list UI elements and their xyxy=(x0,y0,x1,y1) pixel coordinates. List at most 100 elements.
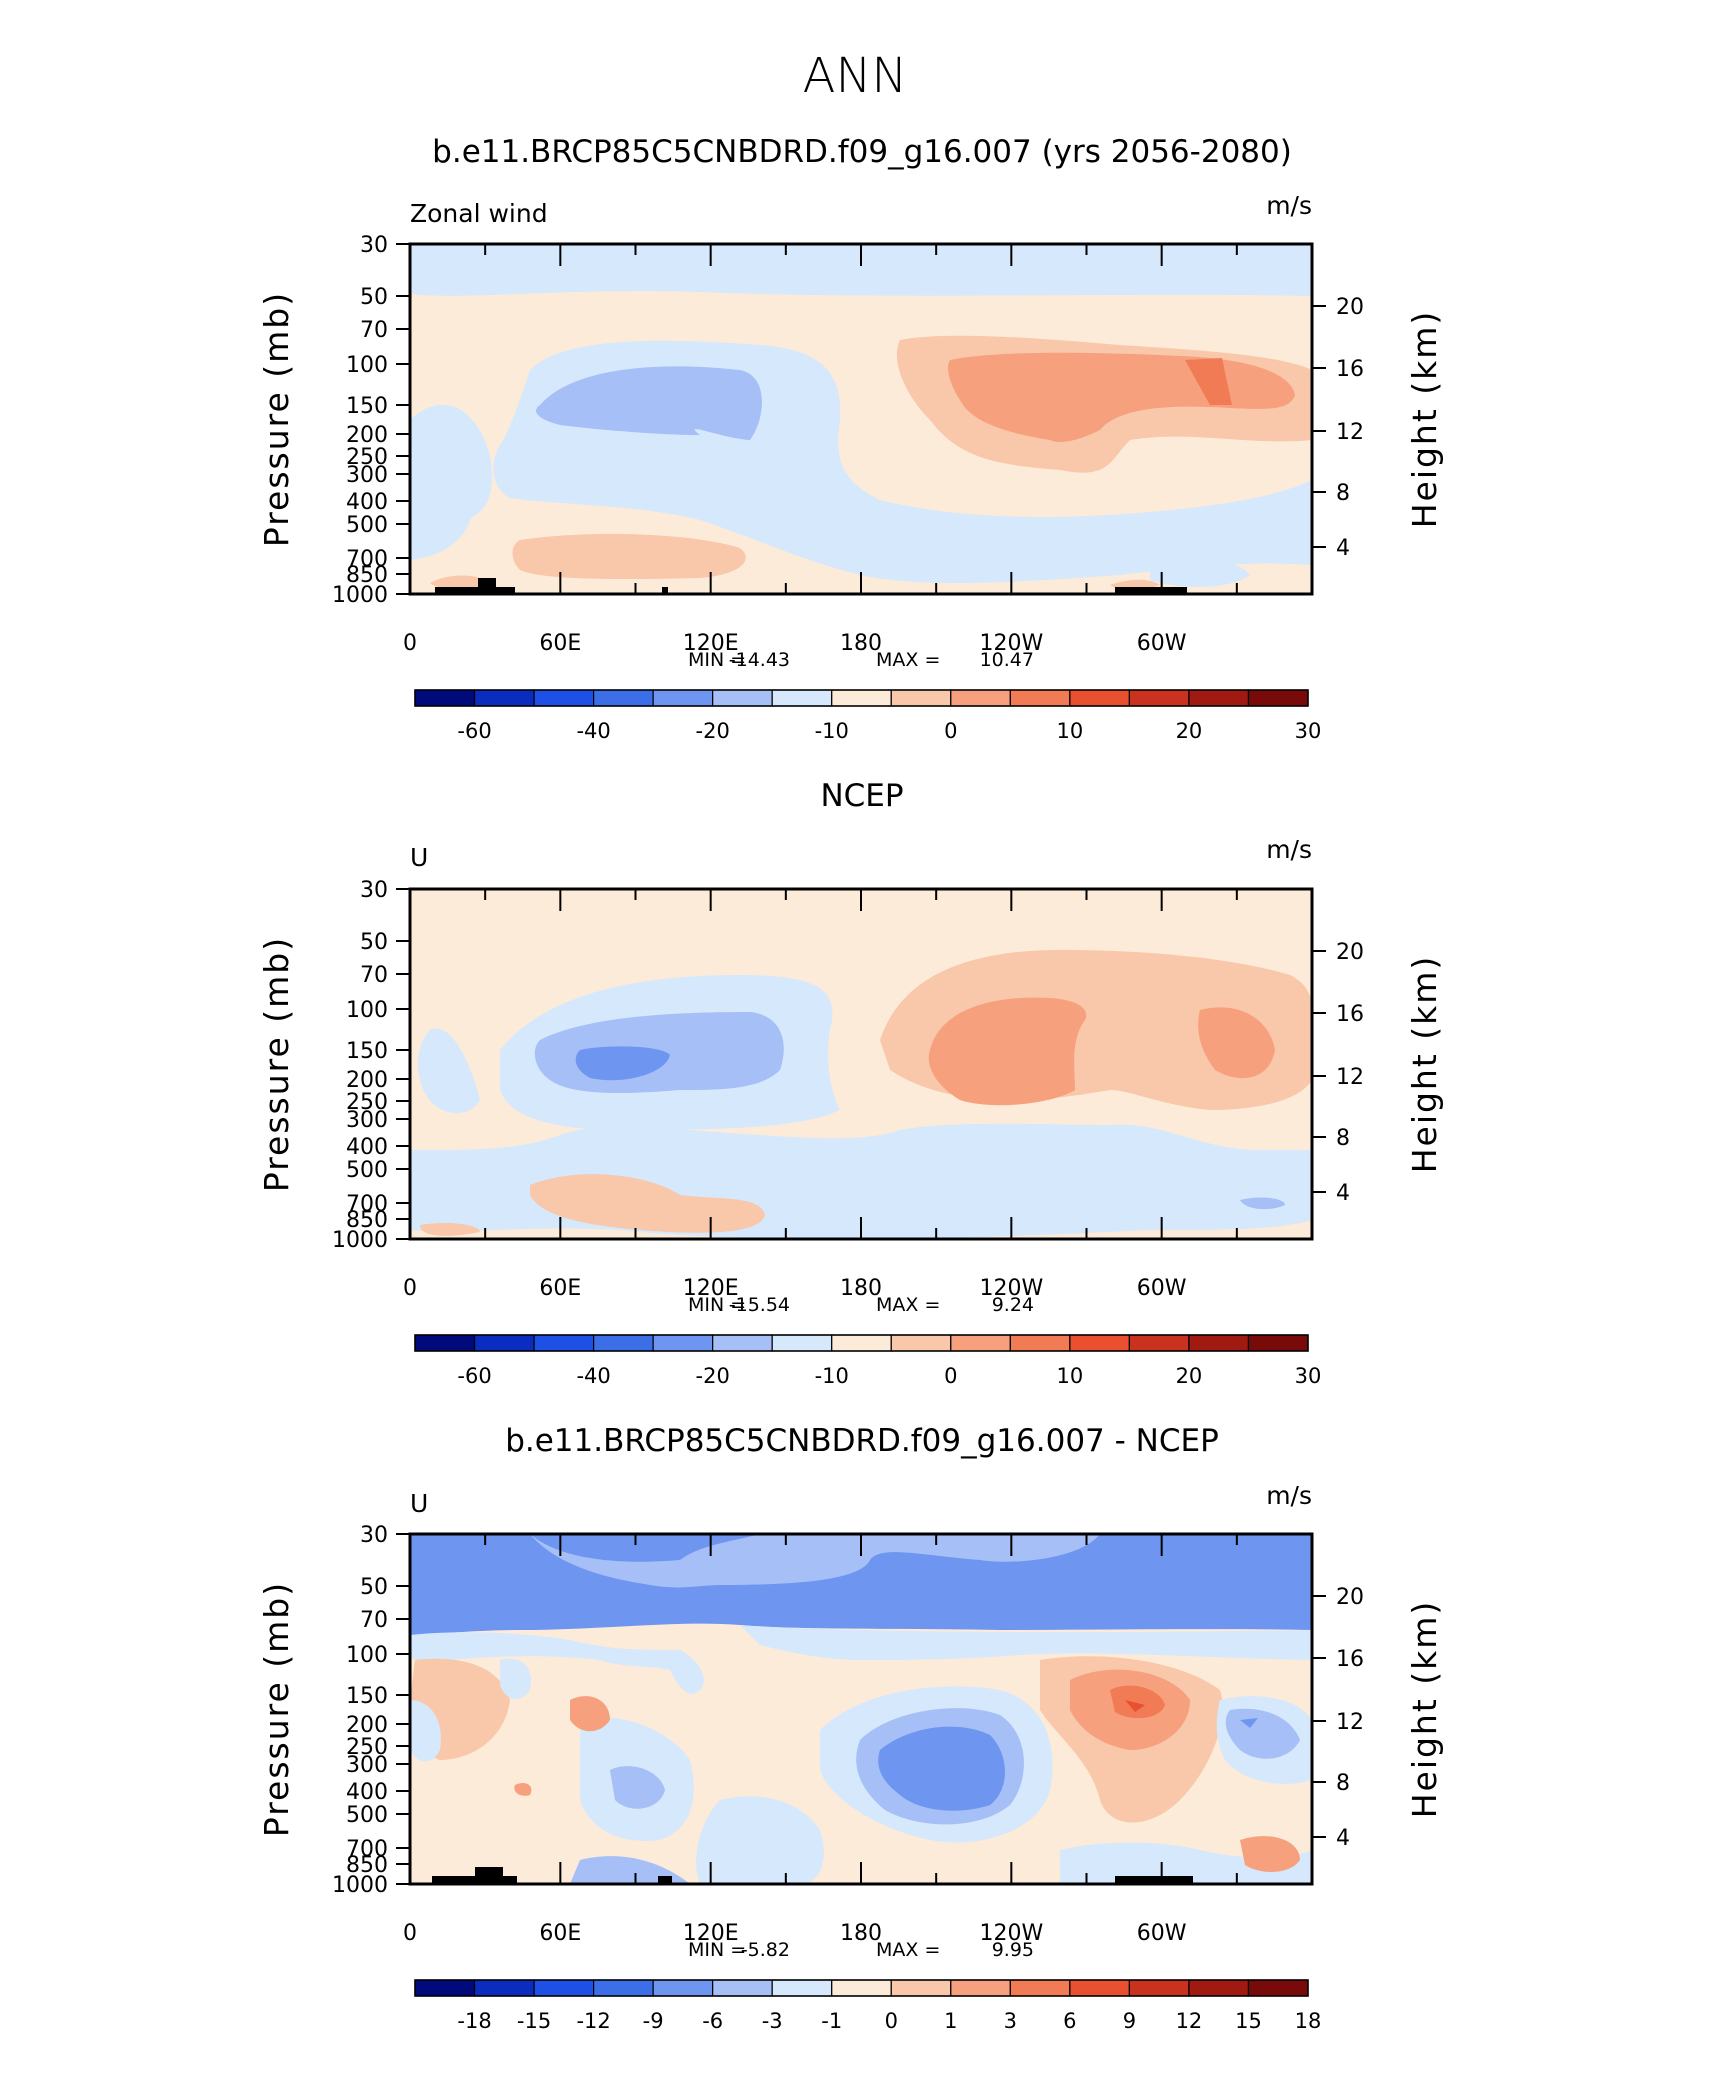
y-tick-label: 500 xyxy=(346,1803,388,1828)
x-tick-label: 60W xyxy=(1137,1921,1187,1946)
colorbar-swatch xyxy=(831,689,892,707)
colorbar-swatch xyxy=(950,689,1011,707)
colorbar-label: 6 xyxy=(1063,2009,1076,2033)
colorbar-swatch xyxy=(473,1979,535,1997)
y-right-tick-label: 16 xyxy=(1336,1002,1364,1027)
panel-title: b.e11.BRCP85C5CNBDRD.f09_g16.007 - NCEP xyxy=(505,1423,1219,1459)
colorbar-swatch xyxy=(831,1334,892,1352)
panel-difference: b.e11.BRCP85C5CNBDRD.f09_g16.007 - NCEP … xyxy=(408,1423,1314,1886)
colorbar-swatch xyxy=(890,1979,952,1997)
colorbar-label: 30 xyxy=(1295,1364,1322,1388)
colorbar-label: -18 xyxy=(457,2009,491,2033)
y-tick-label: 500 xyxy=(346,513,388,538)
y-tick-label: 150 xyxy=(346,1039,388,1064)
colorbar-frame xyxy=(414,1979,1309,1997)
y-tick-label: 200 xyxy=(346,1713,388,1738)
colorbar-label: -40 xyxy=(576,719,610,743)
y-tick-label: 30 xyxy=(360,233,388,258)
y-right-tick-label: 16 xyxy=(1336,357,1364,382)
colorbar-swatch xyxy=(1247,1979,1309,1997)
max-label: MAX = xyxy=(876,1294,940,1316)
panel-title: b.e11.BRCP85C5CNBDRD.f09_g16.007 (yrs 20… xyxy=(432,134,1292,170)
max-label: MAX = xyxy=(876,1939,940,1961)
colorbar-swatch xyxy=(1188,689,1250,707)
min-value: -5.82 xyxy=(741,1939,790,1961)
y-tick-label: 700 xyxy=(346,547,388,572)
left-label: Zonal wind xyxy=(410,199,548,228)
colorbar-swatch xyxy=(1247,1334,1309,1352)
y-tick-label: 1000 xyxy=(332,1228,388,1253)
colorbar-swatch xyxy=(1069,689,1131,707)
y-tick-label: 100 xyxy=(346,1643,388,1668)
y-right-tick-label: 8 xyxy=(1336,1771,1350,1796)
x-tick-label: 180 xyxy=(840,1921,882,1946)
colorbar-swatch xyxy=(1188,1334,1250,1352)
colorbar-label: -6 xyxy=(702,2009,723,2033)
colorbar-swatch xyxy=(890,689,952,707)
contour-field xyxy=(410,889,1312,1239)
x-tick-label: 60E xyxy=(539,631,581,656)
x-tick-label: 60W xyxy=(1137,1276,1187,1301)
y-right-tick-label: 4 xyxy=(1336,1181,1350,1206)
colorbar-swatch xyxy=(1009,1979,1071,1997)
max-label: MAX = xyxy=(876,649,940,671)
colorbar-swatch xyxy=(1009,689,1071,707)
y-tick-label: 200 xyxy=(346,1068,388,1093)
colorbar-label: 0 xyxy=(944,1364,957,1388)
y-right-tick-label: 20 xyxy=(1336,295,1364,320)
y-axis-title: Pressure (mb) xyxy=(257,936,296,1192)
colorbar-label: -10 xyxy=(815,719,849,743)
colorbar-frame xyxy=(414,1334,1309,1352)
y-right-tick-label: 12 xyxy=(1336,1065,1364,1090)
colorbar-label: 0 xyxy=(944,719,957,743)
colorbar-label: -15 xyxy=(517,2009,551,2033)
colorbar-swatch xyxy=(414,1334,476,1352)
left-label: U xyxy=(410,843,428,872)
colorbar-swatch xyxy=(831,1979,892,1997)
y-right-tick-label: 4 xyxy=(1336,1826,1350,1851)
y-tick-label: 250 xyxy=(346,1090,388,1115)
y-tick-label: 850 xyxy=(346,563,388,588)
y-tick-label: 50 xyxy=(360,930,388,955)
y-tick-label: 100 xyxy=(346,998,388,1023)
colorbar-label: 0 xyxy=(885,2009,898,2033)
colorbar-label: -20 xyxy=(696,719,730,743)
x-tick-label: 60W xyxy=(1137,631,1187,656)
x-tick-label: 120W xyxy=(979,631,1043,656)
y-axis-title: Pressure (mb) xyxy=(257,1581,296,1837)
colorbar-swatch xyxy=(592,1979,654,1997)
colorbar-swatch xyxy=(1247,689,1309,707)
y-tick-label: 250 xyxy=(346,445,388,470)
min-value: -14.43 xyxy=(729,649,790,671)
min-value: -15.54 xyxy=(729,1294,790,1316)
panel-title: NCEP xyxy=(820,778,903,814)
colorbar-swatch xyxy=(1009,1334,1071,1352)
y-right-axis-title: Height (km) xyxy=(1405,310,1444,529)
x-tick-label: 180 xyxy=(840,631,882,656)
y-right-tick-label: 4 xyxy=(1336,536,1350,561)
y-tick-label: 100 xyxy=(346,353,388,378)
units-label: m/s xyxy=(1266,835,1312,864)
min-label: MIN = xyxy=(688,1939,746,1961)
colorbar-label: -9 xyxy=(643,2009,664,2033)
colorbar-swatch xyxy=(712,1334,773,1352)
colorbar-swatch xyxy=(1128,689,1190,707)
colorbar-frame xyxy=(414,689,1309,707)
units-label: m/s xyxy=(1266,191,1312,220)
max-value: 10.47 xyxy=(980,649,1034,671)
y-tick-label: 400 xyxy=(346,1135,388,1160)
y-right-axis-title: Height (km) xyxy=(1405,955,1444,1174)
x-tick-label: 120E xyxy=(683,631,739,656)
y-tick-label: 1000 xyxy=(332,1873,388,1898)
contour-field xyxy=(410,1534,1312,1884)
y-tick-label: 70 xyxy=(360,963,388,988)
y-tick-label: 300 xyxy=(346,1108,388,1133)
y-tick-label: 1000 xyxy=(332,583,388,608)
colorbar-label: 9 xyxy=(1123,2009,1136,2033)
panel-model: b.e11.BRCP85C5CNBDRD.f09_g16.007 (yrs 20… xyxy=(408,134,1314,596)
y-tick-label: 150 xyxy=(346,394,388,419)
x-tick-label: 0 xyxy=(403,631,417,656)
y-tick-label: 300 xyxy=(346,463,388,488)
colorbar-swatch xyxy=(771,689,833,707)
